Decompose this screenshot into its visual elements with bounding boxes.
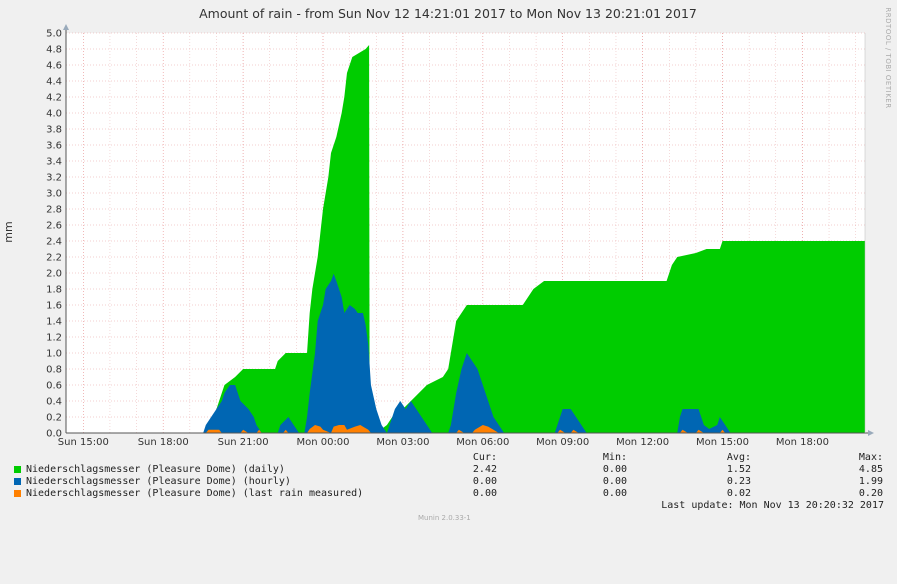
last-update: Last update: Mon Nov 13 20:20:32 2017 <box>661 500 884 511</box>
x-tick-label: Mon 06:00 <box>456 437 509 448</box>
legend-name-daily: Niederschlagsmesser (Pleasure Dome) (dai… <box>26 464 285 475</box>
x-tick-label: Mon 15:00 <box>696 437 749 448</box>
legend-avg-daily: 1.52 <box>726 464 751 475</box>
y-tick-label: 4.0 <box>46 109 62 120</box>
y-tick-label: 4.4 <box>46 77 62 88</box>
legend-name-last-rain: Niederschlagsmesser (Pleasure Dome) (las… <box>26 488 364 499</box>
legend-min-hourly: 0.00 <box>602 476 627 487</box>
x-tick-label: Sun 18:00 <box>138 437 189 448</box>
x-tick-label: Mon 03:00 <box>376 437 429 448</box>
legend: Cur: Min: Avg: Max: Niederschlagsmesser … <box>14 452 884 500</box>
y-tick-label: 4.8 <box>46 45 62 56</box>
legend-header-min: Min: <box>602 452 627 463</box>
y-tick-label: 3.6 <box>46 141 62 152</box>
legend-swatch-daily <box>14 466 21 473</box>
legend-row-last-rain: Niederschlagsmesser (Pleasure Dome) (las… <box>14 488 884 500</box>
y-tick-label: 1.0 <box>46 349 62 360</box>
legend-name-hourly: Niederschlagsmesser (Pleasure Dome) (hou… <box>26 476 291 487</box>
y-tick-label: 0.6 <box>46 381 62 392</box>
y-tick-label: 3.2 <box>46 173 62 184</box>
legend-header-max: Max: <box>858 452 883 463</box>
x-tick-labels: Sun 15:00 Sun 18:00 Sun 21:00 Mon 00:00 Mon … <box>58 437 829 448</box>
y-tick-label: 1.4 <box>46 317 62 328</box>
x-tick-label: Mon 09:00 <box>536 437 589 448</box>
legend-swatch-last-rain <box>14 490 21 497</box>
legend-min-daily: 0.00 <box>602 464 627 475</box>
legend-avg-hourly: 0.23 <box>726 476 751 487</box>
legend-swatch-hourly <box>14 478 21 485</box>
y-tick-label: 2.4 <box>46 237 62 248</box>
legend-row-hourly: Niederschlagsmesser (Pleasure Dome) (hou… <box>14 476 884 488</box>
y-tick-label: 2.0 <box>46 269 62 280</box>
x-tick-label: Mon 12:00 <box>616 437 669 448</box>
rrdtool-credit: RRDTOOL / TOBI OETIKER <box>884 7 892 108</box>
series-area-0 <box>66 45 865 433</box>
axes <box>63 24 874 436</box>
legend-max-daily: 4.85 <box>858 464 883 475</box>
x-axis-arrow <box>868 430 874 436</box>
y-axis-label: mm <box>2 221 15 242</box>
y-tick-labels: 0.0 0.2 0.4 0.6 0.8 1.0 1.2 1.4 1.6 1.8 2.0 2.2 2.4 2… <box>46 29 62 440</box>
legend-cur-last-rain: 0.00 <box>472 488 497 499</box>
x-tick-label: Mon 18:00 <box>776 437 829 448</box>
legend-row-daily: Niederschlagsmesser (Pleasure Dome) (dai… <box>14 464 884 476</box>
chart-title: Amount of rain - from Sun Nov 12 14:21:0… <box>199 6 697 21</box>
legend-header: Cur: Min: Avg: Max: <box>14 452 884 464</box>
legend-header-cur: Cur: <box>472 452 497 463</box>
y-tick-label: 4.2 <box>46 93 62 104</box>
y-tick-label: 3.4 <box>46 157 62 168</box>
munin-version: Munin 2.0.33-1 <box>418 514 471 522</box>
y-tick-label: 1.8 <box>46 285 62 296</box>
series-areas <box>66 45 865 433</box>
series-area-1 <box>66 273 865 433</box>
x-tick-label: Sun 15:00 <box>58 437 109 448</box>
y-tick-label: 4.6 <box>46 61 62 72</box>
legend-avg-last-rain: 0.02 <box>726 488 751 499</box>
legend-max-hourly: 1.99 <box>858 476 883 487</box>
y-tick-label: 3.0 <box>46 189 62 200</box>
y-axis-arrow <box>63 24 69 30</box>
y-tick-label: 1.2 <box>46 333 62 344</box>
y-tick-label: 0.0 <box>46 429 62 440</box>
legend-min-last-rain: 0.00 <box>602 488 627 499</box>
legend-cur-hourly: 0.00 <box>472 476 497 487</box>
y-tick-label: 3.8 <box>46 125 62 136</box>
legend-max-last-rain: 0.20 <box>858 488 883 499</box>
x-tick-label: Mon 00:00 <box>296 437 349 448</box>
y-tick-label: 0.4 <box>46 397 62 408</box>
legend-cur-daily: 2.42 <box>472 464 497 475</box>
y-tick-label: 1.6 <box>46 301 62 312</box>
y-tick-label: 2.8 <box>46 205 62 216</box>
legend-header-avg: Avg: <box>726 452 751 463</box>
y-tick-label: 2.2 <box>46 253 62 264</box>
x-tick-label: Sun 21:00 <box>218 437 269 448</box>
rain-chart: Amount of rain - from Sun Nov 12 14:21:0… <box>2 6 892 448</box>
y-tick-label: 5.0 <box>46 29 62 40</box>
y-tick-label: 0.8 <box>46 365 62 376</box>
y-tick-label: 0.2 <box>46 413 62 424</box>
y-tick-label: 2.6 <box>46 221 62 232</box>
